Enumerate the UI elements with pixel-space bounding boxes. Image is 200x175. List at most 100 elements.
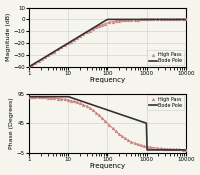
X-axis label: Frequency: Frequency <box>89 77 125 83</box>
High Pass <box>73 100 75 102</box>
High Pass <box>95 112 97 114</box>
High Pass <box>57 97 59 100</box>
High Pass <box>133 19 136 21</box>
High Pass <box>111 21 114 23</box>
High Pass <box>184 18 187 20</box>
High Pass <box>108 124 111 126</box>
High Pass <box>104 120 107 122</box>
High Pass <box>143 145 145 147</box>
High Pass <box>66 99 69 101</box>
High Pass <box>70 41 72 43</box>
High Pass <box>66 43 69 45</box>
High Pass <box>152 147 155 149</box>
X-axis label: Frequency: Frequency <box>89 163 125 169</box>
High Pass <box>172 148 174 150</box>
High Pass <box>111 127 114 129</box>
High Pass <box>70 100 72 102</box>
Bode Pole <box>70 40 72 43</box>
High Pass <box>146 146 148 148</box>
High Pass <box>169 148 171 150</box>
High Pass <box>34 96 37 98</box>
High Pass <box>175 148 177 150</box>
High Pass <box>133 142 136 144</box>
High Pass <box>76 37 78 39</box>
High Pass <box>89 30 91 32</box>
High Pass <box>178 18 181 20</box>
High Pass <box>44 96 46 99</box>
High Pass <box>60 46 63 48</box>
Bode Pole <box>34 96 37 98</box>
High Pass <box>162 148 165 150</box>
High Pass <box>118 20 120 22</box>
High Pass <box>178 148 181 150</box>
High Pass <box>127 19 129 21</box>
Bode Pole <box>177 149 180 151</box>
High Pass <box>50 97 52 99</box>
Legend: High Pass, Bode Pole: High Pass, Bode Pole <box>147 50 184 65</box>
High Pass <box>53 51 56 53</box>
High Pass <box>73 39 75 41</box>
High Pass <box>79 35 81 37</box>
High Pass <box>181 18 184 20</box>
High Pass <box>137 19 139 21</box>
Bode Pole <box>107 18 109 20</box>
High Pass <box>159 147 162 149</box>
High Pass <box>101 24 103 26</box>
High Pass <box>149 18 151 20</box>
High Pass <box>104 23 107 25</box>
High Pass <box>76 101 78 103</box>
Bode Pole <box>28 96 30 98</box>
High Pass <box>130 19 133 21</box>
Bode Pole <box>146 149 148 151</box>
High Pass <box>114 20 117 22</box>
High Pass <box>155 18 158 20</box>
High Pass <box>31 64 33 66</box>
Bode Pole <box>172 18 174 20</box>
Bode Pole <box>57 96 59 98</box>
High Pass <box>89 107 91 109</box>
High Pass <box>44 56 46 58</box>
High Pass <box>166 148 168 150</box>
Bode Pole <box>184 18 187 20</box>
High Pass <box>41 58 43 60</box>
Line: High Pass: High Pass <box>28 96 187 151</box>
High Pass <box>82 104 85 106</box>
High Pass <box>184 149 187 151</box>
High Pass <box>140 144 142 146</box>
High Pass <box>79 102 81 104</box>
Line: Bode Pole: Bode Pole <box>29 19 186 67</box>
High Pass <box>57 48 59 50</box>
High Pass <box>92 109 94 111</box>
Bode Pole <box>28 66 30 68</box>
High Pass <box>53 97 56 99</box>
High Pass <box>124 137 126 139</box>
High Pass <box>162 18 165 20</box>
High Pass <box>108 21 111 23</box>
High Pass <box>82 33 85 35</box>
High Pass <box>155 147 158 149</box>
High Pass <box>41 96 43 98</box>
High Pass <box>140 18 142 20</box>
Bode Pole <box>37 60 40 62</box>
High Pass <box>60 98 63 100</box>
High Pass <box>47 54 49 56</box>
Line: High Pass: High Pass <box>28 18 187 68</box>
High Pass <box>101 117 103 119</box>
High Pass <box>37 60 40 62</box>
High Pass <box>85 31 88 33</box>
Y-axis label: Magnitude (dB): Magnitude (dB) <box>6 13 11 61</box>
High Pass <box>121 135 123 137</box>
High Pass <box>121 19 123 21</box>
Bode Pole <box>184 149 187 151</box>
High Pass <box>127 139 129 141</box>
High Pass <box>172 18 174 20</box>
High Pass <box>98 25 100 27</box>
Bode Pole <box>177 18 180 20</box>
Line: Bode Pole: Bode Pole <box>29 97 186 150</box>
High Pass <box>85 105 88 107</box>
High Pass <box>118 133 120 135</box>
Bode Pole <box>34 62 37 64</box>
High Pass <box>149 146 151 148</box>
High Pass <box>28 66 30 68</box>
High Pass <box>159 18 162 20</box>
